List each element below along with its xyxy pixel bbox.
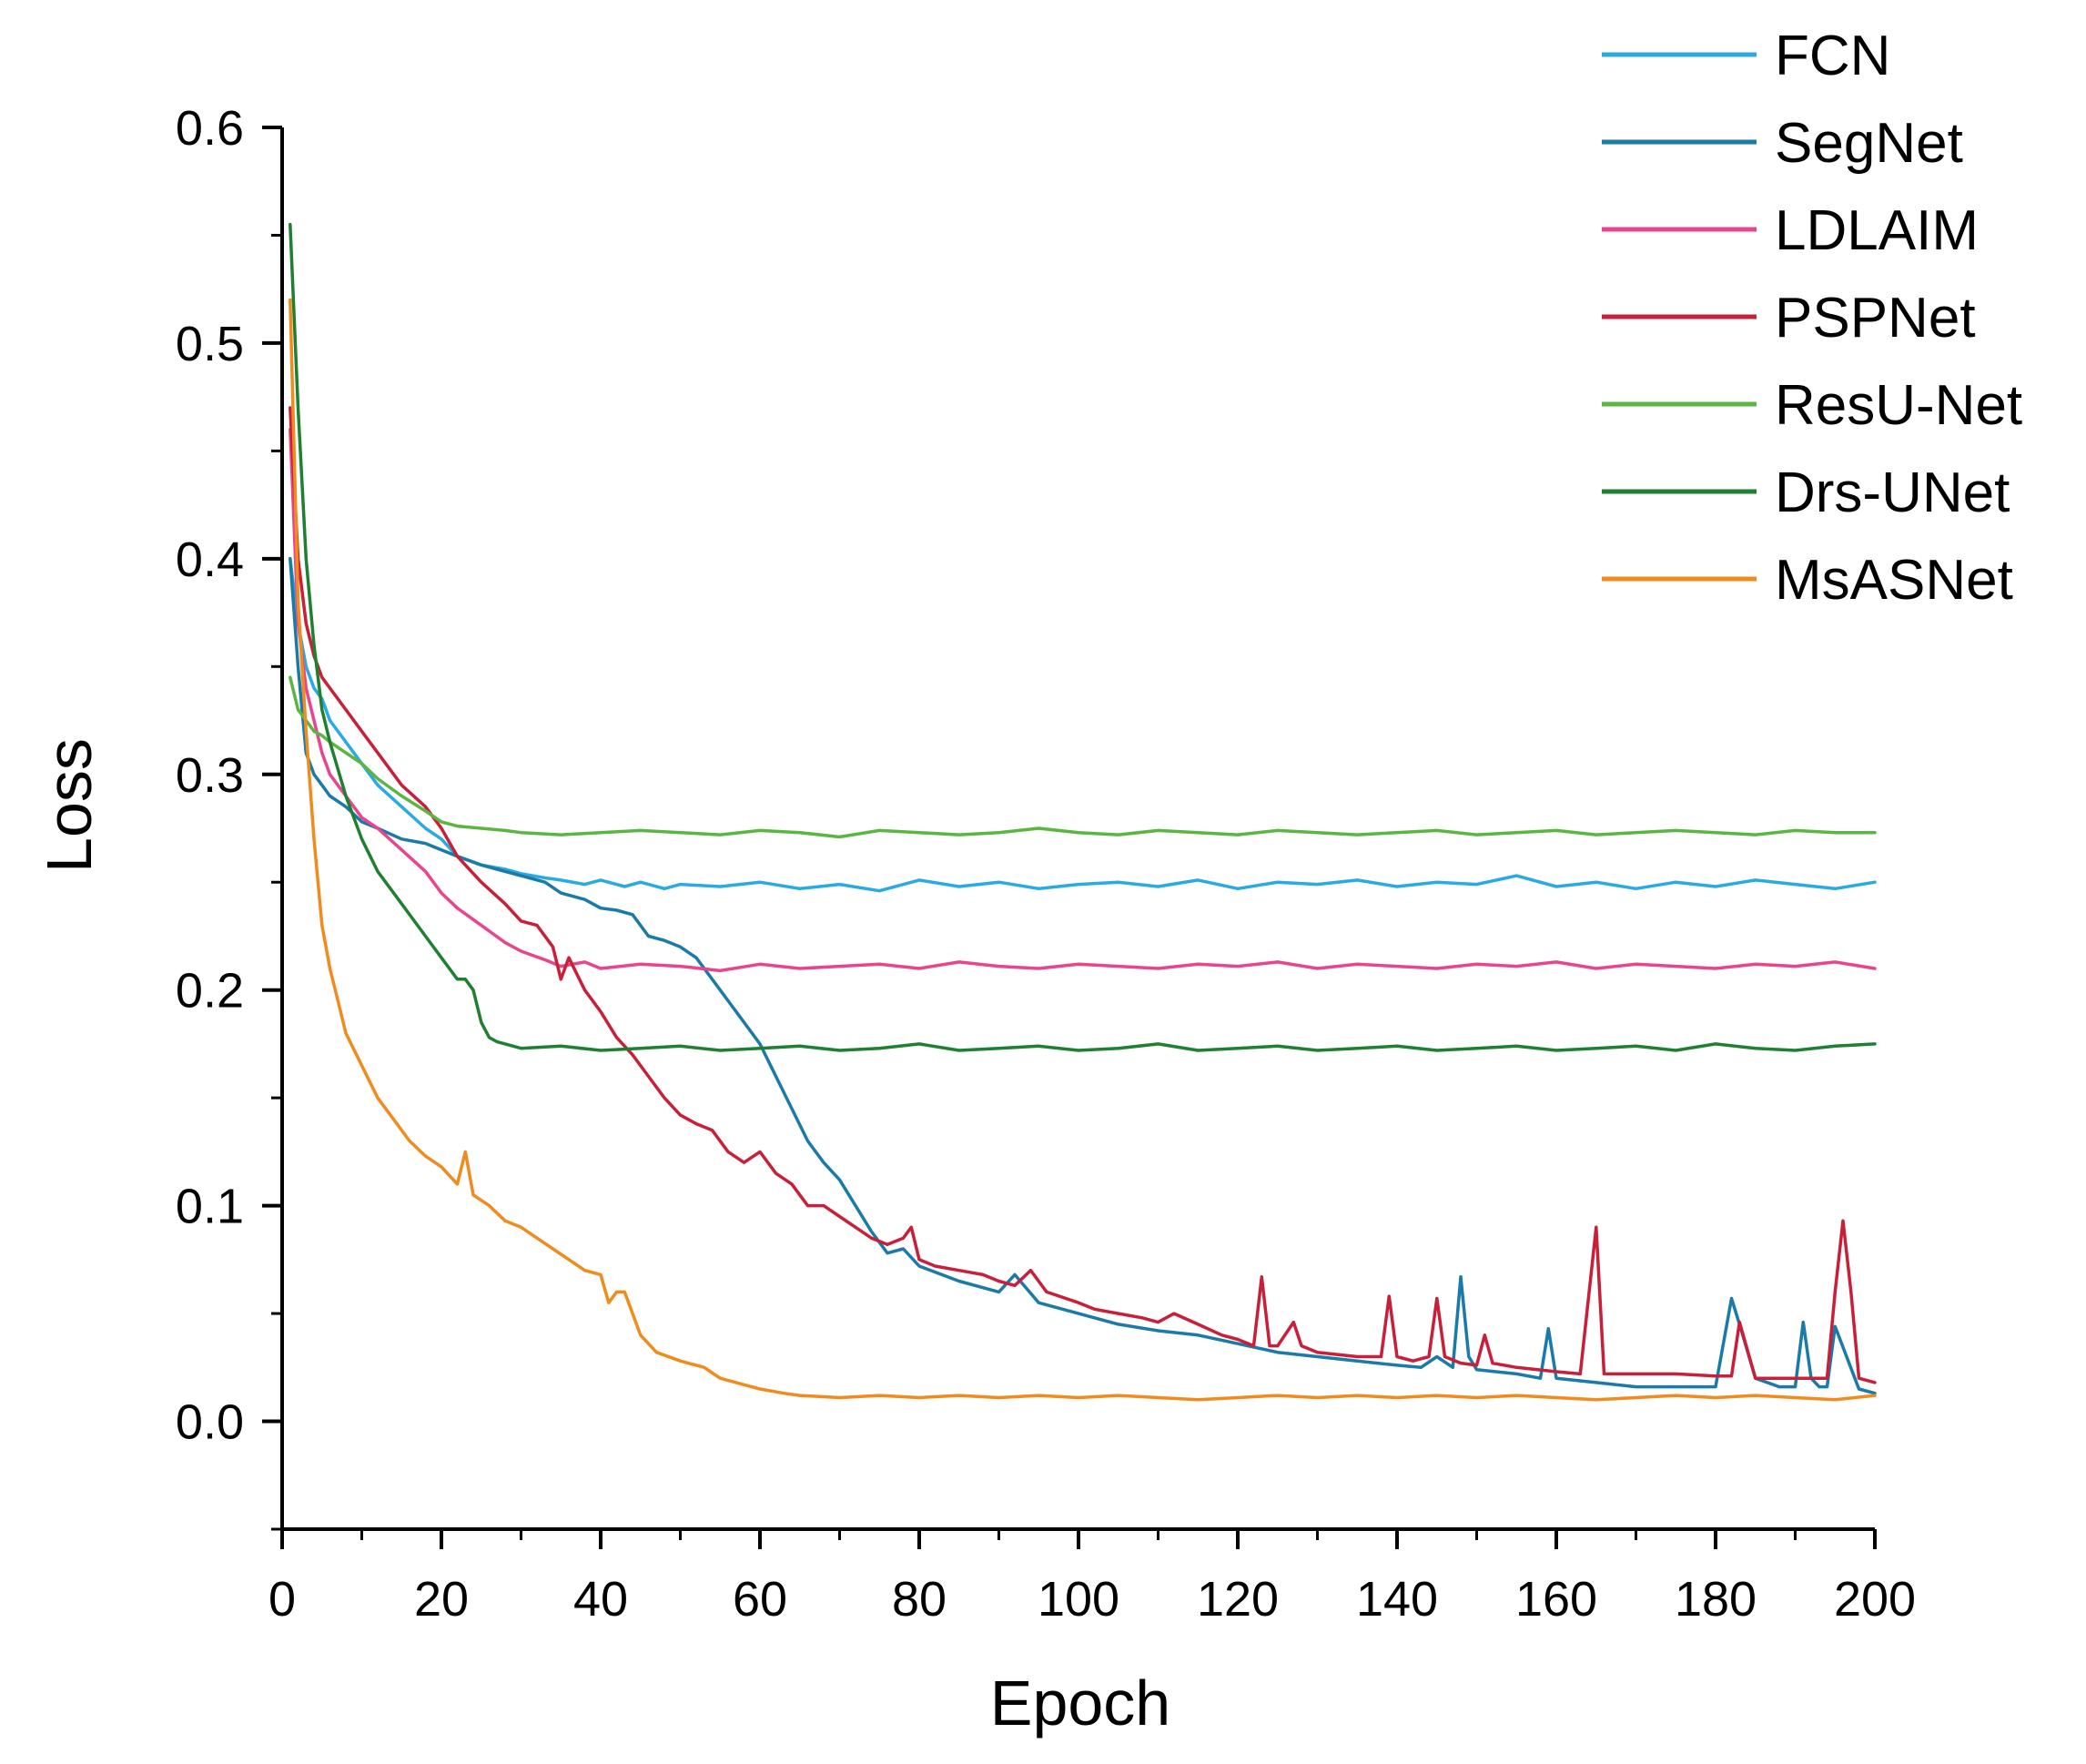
x-tick-label: 100 — [1038, 1572, 1119, 1627]
axes-layer: 0 20 40 60 80 100 120 140 160 180 200 0.0 0.1 0.2 0.3 0… — [176, 101, 1916, 1627]
x-tick-label: 200 — [1834, 1572, 1916, 1627]
legend: FCN SegNet LDLAIM PSPNet ResU-Net Drs-UNet MsA… — [1602, 25, 2022, 612]
series-line-ldlaim — [289, 427, 1877, 973]
x-tick-label: 60 — [733, 1572, 787, 1627]
legend-label-pspnet: PSPNet — [1775, 287, 1976, 350]
y-tick-label: 0.0 — [176, 1395, 244, 1450]
series-line-msasnet — [289, 298, 1877, 1402]
legend-label-fcn: FCN — [1775, 25, 1890, 87]
legend-label-segnet: SegNet — [1775, 112, 1963, 175]
series-line-fcn — [289, 557, 1877, 893]
y-tick-label: 0.4 — [176, 532, 244, 587]
legend-label-drs-unet: Drs-UNet — [1775, 461, 2010, 524]
x-tick-label: 80 — [892, 1572, 947, 1627]
series-layer — [289, 222, 1877, 1402]
legend-label-resu-net: ResU-Net — [1775, 374, 2022, 437]
y-tick-label: 0.6 — [176, 101, 244, 156]
x-tick-label: 20 — [414, 1572, 469, 1627]
series-line-segnet — [289, 557, 1877, 1395]
legend-label-ldlaim: LDLAIM — [1775, 199, 1979, 262]
x-tick-label: 120 — [1197, 1572, 1279, 1627]
y-tick-label: 0.3 — [176, 748, 244, 803]
x-tick-label: 0 — [268, 1572, 296, 1627]
x-tick-label: 160 — [1515, 1572, 1597, 1627]
y-axis-title: Loss — [34, 738, 105, 873]
x-tick-label: 40 — [573, 1572, 628, 1627]
y-tick-label: 0.5 — [176, 317, 244, 371]
legend-label-msasnet: MsASNet — [1775, 549, 2013, 612]
x-tick-label: 140 — [1356, 1572, 1438, 1627]
y-tick-label: 0.2 — [176, 964, 244, 1019]
series-line-drs-unet — [289, 222, 1877, 1052]
series-line-resu-net — [289, 675, 1877, 839]
y-tick-label: 0.1 — [176, 1180, 244, 1234]
x-tick-label: 180 — [1675, 1572, 1757, 1627]
series-line-pspnet — [289, 406, 1877, 1384]
x-axis-title: Epoch — [990, 1668, 1170, 1739]
